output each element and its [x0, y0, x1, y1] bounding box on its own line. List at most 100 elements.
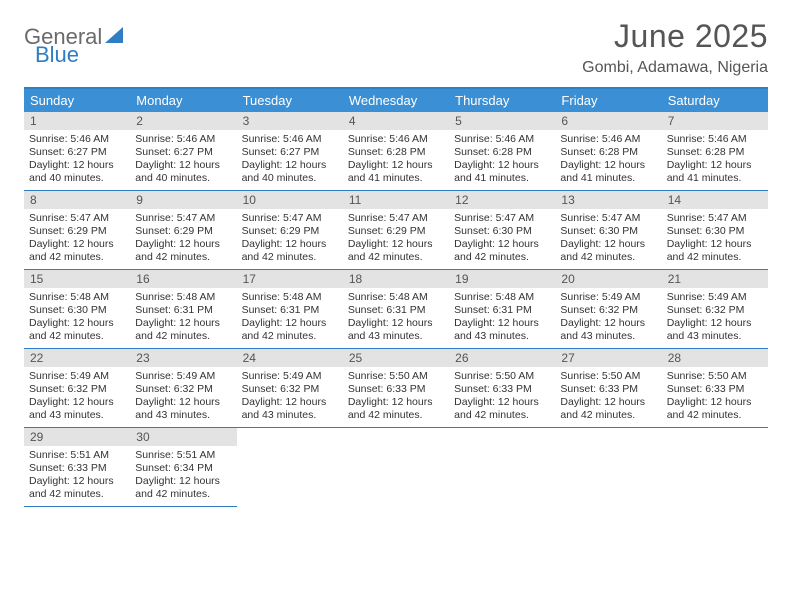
calendar: Sunday Monday Tuesday Wednesday Thursday…	[24, 87, 768, 507]
sunset-text: Sunset: 6:31 PM	[348, 304, 444, 317]
dow-thursday: Thursday	[449, 89, 555, 112]
day-number: 7	[662, 112, 768, 130]
month-title: June 2025	[582, 18, 768, 55]
day-body: Sunrise: 5:49 AMSunset: 6:32 PMDaylight:…	[24, 367, 130, 427]
day-body: Sunrise: 5:48 AMSunset: 6:31 PMDaylight:…	[237, 288, 343, 348]
day-body: Sunrise: 5:49 AMSunset: 6:32 PMDaylight:…	[237, 367, 343, 427]
sunset-text: Sunset: 6:30 PM	[29, 304, 125, 317]
day-number: 3	[237, 112, 343, 130]
daylight-text: Daylight: 12 hours and 43 minutes.	[29, 396, 125, 422]
day-cell: 5 Sunrise: 5:46 AMSunset: 6:28 PMDaylight…	[449, 112, 555, 190]
day-body: Sunrise: 5:47 AMSunset: 6:29 PMDaylight:…	[237, 209, 343, 269]
dow-row: Sunday Monday Tuesday Wednesday Thursday…	[24, 89, 768, 112]
day-body: Sunrise: 5:47 AMSunset: 6:29 PMDaylight:…	[130, 209, 236, 269]
sunset-text: Sunset: 6:30 PM	[667, 225, 763, 238]
sunrise-text: Sunrise: 5:48 AM	[348, 291, 444, 304]
day-cell: 9Sunrise: 5:47 AMSunset: 6:29 PMDaylight…	[130, 191, 236, 269]
day-number: 17	[237, 270, 343, 288]
day-number: 2	[130, 112, 236, 130]
sunset-text: Sunset: 6:28 PM	[454, 146, 550, 159]
sunset-text: Sunset: 6:33 PM	[454, 383, 550, 396]
day-cell	[449, 428, 555, 507]
day-body: Sunrise: 5:51 AMSunset: 6:33 PMDaylight:…	[24, 446, 130, 506]
sunrise-text: Sunrise: 5:48 AM	[454, 291, 550, 304]
daylight-text: Daylight: 12 hours and 41 minutes.	[454, 159, 550, 185]
logo-word-2: Blue	[35, 42, 79, 68]
sunset-text: Sunset: 6:27 PM	[29, 146, 125, 159]
sunrise-text: Sunrise: 5:49 AM	[242, 370, 338, 383]
dow-sunday: Sunday	[24, 89, 130, 112]
day-cell: 19Sunrise: 5:48 AMSunset: 6:31 PMDayligh…	[449, 270, 555, 348]
day-cell: 2Sunrise: 5:46 AMSunset: 6:27 PMDaylight…	[130, 112, 236, 190]
day-cell	[343, 428, 449, 507]
day-cell: 8Sunrise: 5:47 AMSunset: 6:29 PMDaylight…	[24, 191, 130, 269]
dow-monday: Monday	[130, 89, 236, 112]
sunrise-text: Sunrise: 5:46 AM	[29, 133, 125, 146]
day-cell: 20Sunrise: 5:49 AMSunset: 6:32 PMDayligh…	[555, 270, 661, 348]
daylight-text: Daylight: 12 hours and 42 minutes.	[29, 238, 125, 264]
daylight-text: Daylight: 12 hours and 42 minutes.	[242, 317, 338, 343]
day-cell	[237, 428, 343, 507]
sunset-text: Sunset: 6:34 PM	[135, 462, 231, 475]
sunrise-text: Sunrise: 5:49 AM	[135, 370, 231, 383]
sunrise-text: Sunrise: 5:48 AM	[135, 291, 231, 304]
sunset-text: Sunset: 6:33 PM	[560, 383, 656, 396]
day-body: Sunrise: 5:47 AMSunset: 6:30 PMDaylight:…	[449, 209, 555, 269]
daylight-text: Daylight: 12 hours and 43 minutes.	[242, 396, 338, 422]
sunset-text: Sunset: 6:29 PM	[348, 225, 444, 238]
sunrise-text: Sunrise: 5:50 AM	[560, 370, 656, 383]
day-number: 5	[449, 112, 555, 130]
sunrise-text: Sunrise: 5:47 AM	[348, 212, 444, 225]
daylight-text: Daylight: 12 hours and 42 minutes.	[348, 396, 444, 422]
week-row: 15Sunrise: 5:48 AMSunset: 6:30 PMDayligh…	[24, 270, 768, 349]
day-body: Sunrise: 5:48 AMSunset: 6:31 PMDaylight:…	[130, 288, 236, 348]
day-number: 21	[662, 270, 768, 288]
day-cell: 17Sunrise: 5:48 AMSunset: 6:31 PMDayligh…	[237, 270, 343, 348]
dow-wednesday: Wednesday	[343, 89, 449, 112]
day-number: 27	[555, 349, 661, 367]
sunset-text: Sunset: 6:31 PM	[454, 304, 550, 317]
sunrise-text: Sunrise: 5:50 AM	[348, 370, 444, 383]
day-cell: 29Sunrise: 5:51 AMSunset: 6:33 PMDayligh…	[24, 428, 130, 507]
sunset-text: Sunset: 6:27 PM	[135, 146, 231, 159]
day-number: 25	[343, 349, 449, 367]
day-body: Sunrise: 5:47 AMSunset: 6:29 PMDaylight:…	[24, 209, 130, 269]
day-number: 12	[449, 191, 555, 209]
week-row: 8Sunrise: 5:47 AMSunset: 6:29 PMDaylight…	[24, 191, 768, 270]
sunset-text: Sunset: 6:31 PM	[135, 304, 231, 317]
daylight-text: Daylight: 12 hours and 41 minutes.	[667, 159, 763, 185]
week-row: 1Sunrise: 5:46 AMSunset: 6:27 PMDaylight…	[24, 112, 768, 191]
day-number: 30	[130, 428, 236, 446]
sunrise-text: Sunrise: 5:46 AM	[667, 133, 763, 146]
day-cell	[555, 428, 661, 507]
day-body: Sunrise: 5:46 AMSunset: 6:27 PMDaylight:…	[130, 130, 236, 190]
day-body: Sunrise: 5:47 AMSunset: 6:30 PMDaylight:…	[555, 209, 661, 269]
daylight-text: Daylight: 12 hours and 43 minutes.	[135, 396, 231, 422]
sunset-text: Sunset: 6:27 PM	[242, 146, 338, 159]
day-body: Sunrise: 5:50 AMSunset: 6:33 PMDaylight:…	[555, 367, 661, 427]
day-cell: 1Sunrise: 5:46 AMSunset: 6:27 PMDaylight…	[24, 112, 130, 190]
sunset-text: Sunset: 6:33 PM	[29, 462, 125, 475]
sunset-text: Sunset: 6:33 PM	[348, 383, 444, 396]
sunset-text: Sunset: 6:28 PM	[348, 146, 444, 159]
sunrise-text: Sunrise: 5:48 AM	[29, 291, 125, 304]
sunrise-text: Sunrise: 5:49 AM	[667, 291, 763, 304]
day-body: Sunrise: 5:46 AMSunset: 6:27 PMDaylight:…	[24, 130, 130, 190]
day-cell: 4Sunrise: 5:46 AMSunset: 6:28 PMDaylight…	[343, 112, 449, 190]
location-text: Gombi, Adamawa, Nigeria	[582, 59, 768, 77]
daylight-text: Daylight: 12 hours and 42 minutes.	[667, 396, 763, 422]
sunrise-text: Sunrise: 5:46 AM	[348, 133, 444, 146]
day-number: 18	[343, 270, 449, 288]
sunrise-text: Sunrise: 5:46 AM	[454, 133, 550, 146]
day-number: 6	[555, 112, 661, 130]
daylight-text: Daylight: 12 hours and 43 minutes.	[348, 317, 444, 343]
sunset-text: Sunset: 6:29 PM	[29, 225, 125, 238]
day-body: Sunrise: 5:47 AMSunset: 6:29 PMDaylight:…	[343, 209, 449, 269]
sunrise-text: Sunrise: 5:47 AM	[29, 212, 125, 225]
daylight-text: Daylight: 12 hours and 41 minutes.	[560, 159, 656, 185]
sunrise-text: Sunrise: 5:51 AM	[29, 449, 125, 462]
day-number: 24	[237, 349, 343, 367]
day-body: Sunrise: 5:47 AMSunset: 6:30 PMDaylight:…	[662, 209, 768, 269]
sunrise-text: Sunrise: 5:47 AM	[135, 212, 231, 225]
daylight-text: Daylight: 12 hours and 40 minutes.	[242, 159, 338, 185]
